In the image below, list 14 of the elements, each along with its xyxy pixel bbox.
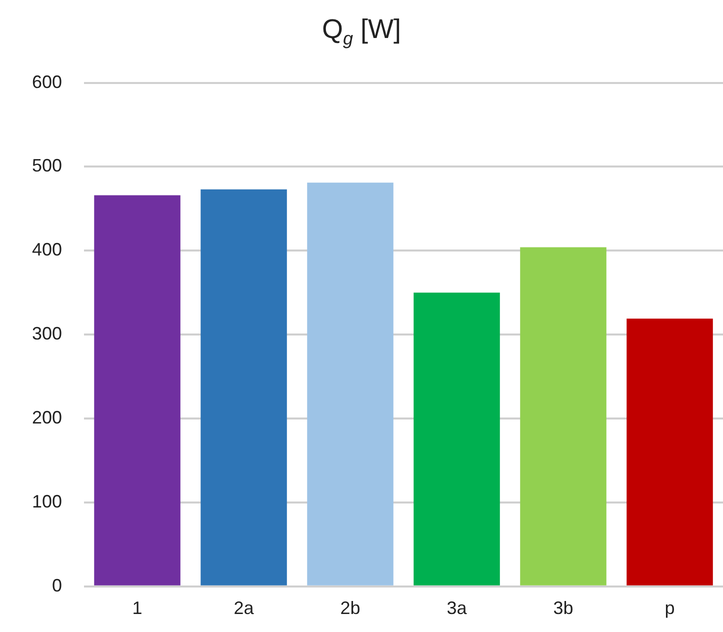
- y-tick-label: 300: [32, 324, 62, 344]
- y-tick-label: 500: [32, 156, 62, 176]
- x-tick-label: p: [664, 598, 675, 618]
- x-tick-label: 2b: [340, 598, 360, 618]
- x-tick-label: 1: [132, 598, 142, 618]
- x-tick-label: 3a: [446, 598, 468, 618]
- x-tick-label: 3b: [553, 598, 574, 618]
- y-tick-label: 0: [52, 575, 62, 596]
- chart-title: Q$_{g}$ [W]: [320, 14, 402, 50]
- x-tick-label: 2a: [234, 598, 255, 618]
- y-tick-label: 100: [32, 491, 62, 512]
- y-tick-label: 600: [32, 72, 62, 92]
- y-tick-label: 400: [32, 240, 62, 260]
- y-tick-label: 200: [32, 408, 62, 428]
